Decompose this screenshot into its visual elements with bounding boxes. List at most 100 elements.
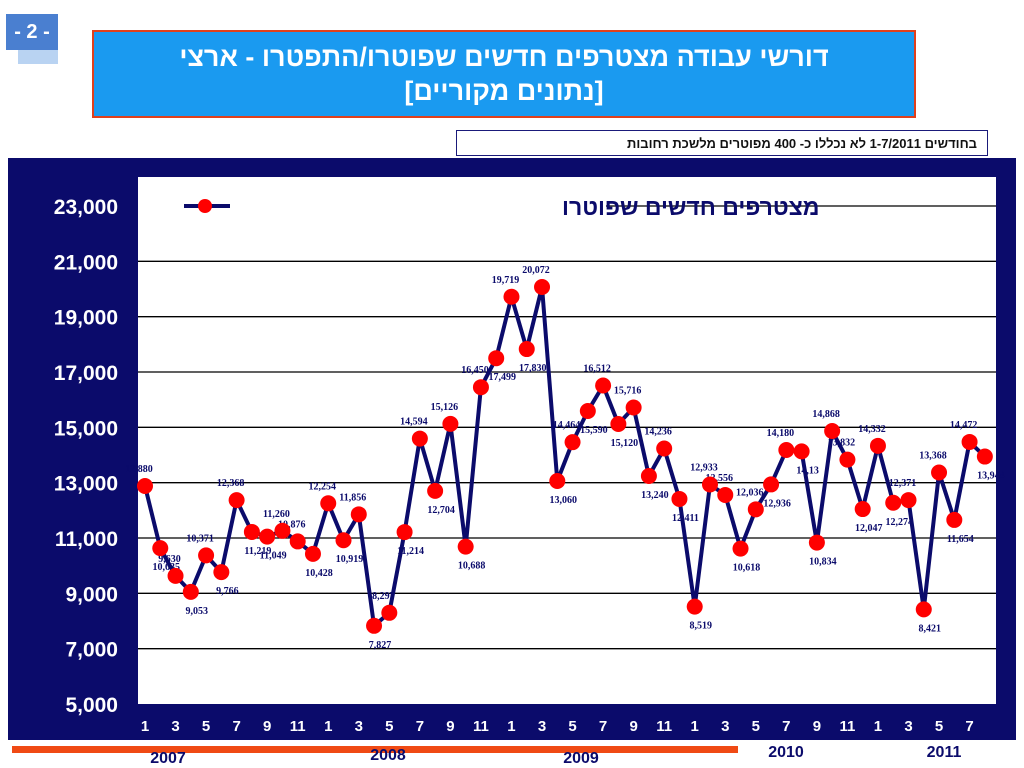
x-tick-label: 1 <box>141 718 149 735</box>
data-point <box>854 501 871 518</box>
data-label: 11,219 <box>244 546 271 557</box>
data-label: 19,719 <box>492 275 520 286</box>
y-tick-label: 13,000 <box>54 473 118 496</box>
data-label: 17,499 <box>488 372 516 383</box>
year-label: 2011 <box>927 744 962 761</box>
data-point <box>427 482 444 499</box>
data-label: 13,060 <box>550 495 578 506</box>
data-point <box>320 495 337 512</box>
data-point <box>274 522 291 539</box>
data-label: 8,421 <box>919 623 942 634</box>
data-point <box>671 490 688 507</box>
data-point <box>366 617 383 634</box>
data-label: 16,512 <box>583 364 611 375</box>
data-label: 15,590 <box>580 425 608 436</box>
y-tick-label: 19,000 <box>54 307 118 330</box>
data-label: 12,936 <box>763 498 791 509</box>
data-label: 11,214 <box>397 546 424 557</box>
x-tick-label: 3 <box>171 718 179 735</box>
data-label: 10,919 <box>336 554 364 565</box>
data-label: 11,049 <box>260 551 287 562</box>
footnote-text: בחודשים 1-7/2011 לא נכללו כ- 400 מפוטרים… <box>627 135 977 151</box>
data-point <box>931 464 948 481</box>
legend: מצטרפים חדשים שפוטרו <box>184 194 819 220</box>
data-label: 12,556 <box>706 473 734 484</box>
data-point <box>503 288 520 305</box>
x-tick-label: 11 <box>290 718 306 735</box>
data-point <box>564 434 581 451</box>
x-tick-label: 5 <box>752 718 760 735</box>
y-tick-label: 9,000 <box>65 583 118 606</box>
data-point <box>304 545 321 562</box>
data-label: 14,180 <box>767 428 795 439</box>
data-point <box>824 422 841 439</box>
data-point <box>625 399 642 416</box>
x-tick-label: 1 <box>324 718 332 735</box>
y-tick-label: 17,000 <box>54 362 118 385</box>
data-point <box>640 468 657 485</box>
year-axis-bar <box>12 746 738 753</box>
page-number-decoration <box>18 50 58 64</box>
data-point <box>457 538 474 555</box>
x-tick-label: 7 <box>232 718 240 735</box>
year-labels: 2007 2008 2009 2010 2011 <box>150 744 961 767</box>
data-point <box>518 341 535 358</box>
x-tick-label: 11 <box>656 718 672 735</box>
x-tick-label: 9 <box>629 718 637 735</box>
data-label: 8,297 <box>372 591 395 602</box>
y-tick-label: 5,000 <box>65 694 118 717</box>
legend-marker-swatch <box>198 199 212 213</box>
data-label: 10,618 <box>733 563 761 574</box>
x-tick-label: 5 <box>935 718 943 735</box>
data-label: 10,688 <box>458 561 486 572</box>
data-label: 10,371 <box>186 533 214 544</box>
data-label: 12,880 <box>125 464 153 475</box>
data-point <box>579 403 596 420</box>
data-label: 12,368 <box>217 478 245 489</box>
data-point <box>182 583 199 600</box>
x-tick-label: 7 <box>782 718 790 735</box>
title-line-2: [נתונים מקוריים] <box>404 76 604 106</box>
data-label: 11,260 <box>263 509 290 520</box>
footnote-box: בחודשים 1-7/2011 לא נכללו כ- 400 מפוטרים… <box>456 130 988 156</box>
data-label: 15,716 <box>614 386 642 397</box>
data-point <box>259 528 276 545</box>
data-label: 12,274 <box>885 517 913 528</box>
data-label: 14,236 <box>644 426 672 437</box>
data-label: 14,594 <box>400 417 428 428</box>
data-point <box>747 501 764 518</box>
data-point <box>961 433 978 450</box>
x-tick-label: 5 <box>568 718 576 735</box>
data-point <box>717 486 734 503</box>
data-point <box>885 494 902 511</box>
data-label: 15,126 <box>431 402 459 413</box>
data-point <box>763 476 780 493</box>
data-point <box>289 533 306 550</box>
x-tick-label: 7 <box>416 718 424 735</box>
data-label: 10,876 <box>278 519 306 530</box>
data-label: 20,072 <box>522 265 550 276</box>
title-line-1: דורשי עבודה מצטרפים חדשים שפוטרו/התפטרו … <box>179 42 829 72</box>
data-point <box>778 442 795 459</box>
data-point <box>381 604 398 621</box>
data-point <box>488 350 505 367</box>
data-label: 14,868 <box>812 409 840 420</box>
data-point <box>198 547 215 564</box>
y-axis-ticks: 23,000 21,000 19,000 17,000 15,000 13,000 11,0… <box>54 196 118 717</box>
x-tick-label: 9 <box>263 718 271 735</box>
data-label: 14,464 <box>553 420 581 431</box>
slide-title: דורשי עבודה מצטרפים חדשים שפוטרו/התפטרו … <box>92 30 916 118</box>
data-point <box>335 532 352 549</box>
data-label: 14,13 <box>796 465 819 476</box>
data-label: 7,827 <box>369 640 392 651</box>
data-point <box>472 379 489 396</box>
data-label: 13,368 <box>919 450 947 461</box>
data-label: 9,053 <box>186 606 209 617</box>
y-tick-label: 23,000 <box>54 196 118 219</box>
data-point <box>869 437 886 454</box>
y-tick-label: 7,000 <box>65 639 118 662</box>
x-tick-label: 1 <box>507 718 515 735</box>
y-tick-label: 21,000 <box>54 251 118 274</box>
year-label: 2008 <box>370 747 406 764</box>
